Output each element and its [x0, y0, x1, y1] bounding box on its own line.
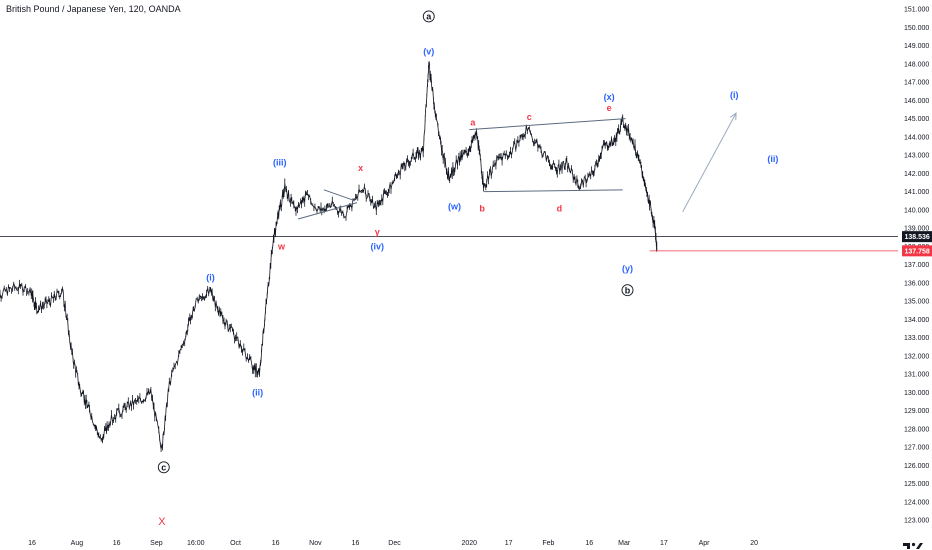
wave-label: (i)	[730, 90, 739, 100]
y-tick-label: 146.000	[904, 98, 929, 105]
x-tick-label: Sep	[150, 540, 163, 547]
wave-label: (v)	[423, 46, 434, 56]
time-axis[interactable]: 16 Aug 16 Sep 16:00 Oct 16 Nov 16 Dec 2020 17 Feb 16 M…	[28, 540, 758, 547]
wave-label: (ii)	[252, 388, 263, 398]
y-tick-label: 147.000	[904, 80, 929, 87]
y-tick-label: 129.000	[904, 408, 929, 415]
y-tick-label: 127.000	[904, 445, 929, 452]
y-tick-label: 139.000	[904, 226, 929, 233]
trendline[interactable]	[323, 189, 356, 202]
y-tick-label: 131.000	[904, 372, 929, 379]
wave-label: e	[607, 103, 612, 113]
price-tag-label: 138.536	[905, 234, 930, 241]
x-tick-label: Feb	[542, 540, 554, 547]
y-tick-label: 128.000	[904, 426, 929, 433]
wave-label: a	[426, 12, 432, 22]
y-tick-label: 144.000	[904, 134, 929, 141]
x-tick-label: Mar	[618, 540, 631, 547]
x-tick-label: Oct	[230, 540, 241, 547]
wave-label: (iv)	[370, 242, 384, 252]
wave-label: c	[527, 112, 532, 122]
y-tick-label: 141.000	[904, 189, 929, 196]
x-tick-label: 16	[28, 540, 36, 547]
wave-label: (ii)	[767, 154, 778, 164]
wave-label: (y)	[622, 264, 633, 274]
y-tick-label: 143.000	[904, 153, 929, 160]
trendline[interactable]	[469, 118, 626, 131]
wave-label: X	[158, 516, 166, 528]
x-tick-label: 16	[352, 540, 360, 547]
x-tick-label: Aug	[71, 540, 84, 547]
y-tick-label: 149.000	[904, 43, 929, 50]
price-tag-label: 137.758	[905, 248, 930, 255]
price-axis[interactable]: 123.000 124.000 125.000 126.000 127.000 128.0…	[904, 7, 929, 525]
y-tick-label: 125.000	[904, 481, 929, 488]
x-tick-label: 20	[750, 540, 758, 547]
wave-label: d	[557, 203, 563, 213]
price-series-layer	[0, 61, 658, 452]
wave-label: (w)	[448, 201, 461, 211]
wave-label: c	[161, 462, 166, 472]
wave-label: b	[625, 285, 631, 295]
y-tick-label: 130.000	[904, 390, 929, 397]
y-tick-label: 150.000	[904, 25, 929, 32]
y-tick-label: 126.000	[904, 463, 929, 470]
price-line	[0, 61, 658, 452]
wave-label: a	[470, 117, 476, 127]
x-tick-label: 16	[272, 540, 280, 547]
price-tags: 138.536 137.758	[902, 231, 932, 257]
x-tick-label: 16	[113, 540, 121, 547]
y-tick-label: 123.000	[904, 518, 929, 525]
wave-circle-icon	[621, 284, 634, 297]
wave-circle-icon	[422, 10, 435, 23]
y-tick-label: 124.000	[904, 499, 929, 506]
y-tick-label: 151.000	[904, 7, 929, 14]
annotation-layer: a (v) (iii) x w y (iv) (i) (ii) c Xa c (x)e (w) b d (y) b…	[157, 10, 778, 528]
y-tick-label: 145.000	[904, 116, 929, 123]
arrowhead-icon	[730, 112, 737, 121]
wave-label: (i)	[206, 273, 215, 283]
trendline[interactable]	[483, 189, 623, 193]
chart-title: British Pound / Japanese Yen, 120, OANDA	[6, 4, 181, 14]
y-tick-label: 142.000	[904, 171, 929, 178]
x-tick-label: 16	[585, 540, 593, 547]
x-tick-label: 16:00	[187, 540, 205, 547]
y-tick-label: 137.000	[904, 262, 929, 269]
tradingview-logo-icon	[903, 542, 923, 549]
x-tick-label: 17	[660, 540, 668, 547]
drawing-layer	[0, 112, 898, 252]
x-tick-label: Dec	[388, 540, 401, 547]
x-tick-label: Nov	[309, 540, 322, 547]
wave-label: (iii)	[273, 158, 287, 168]
price-tag	[902, 245, 932, 257]
y-tick-label: 134.000	[904, 317, 929, 324]
wave-label: y	[375, 227, 380, 237]
wave-label: w	[277, 242, 286, 252]
forecast-arrow[interactable]	[682, 112, 737, 212]
y-tick-label: 135.000	[904, 299, 929, 306]
y-tick-label: 148.000	[904, 61, 929, 68]
trendline[interactable]	[297, 202, 358, 220]
wave-circle-icon	[157, 461, 170, 474]
x-tick-label: 2020	[461, 540, 477, 547]
y-tick-label: 133.000	[904, 335, 929, 342]
wave-label: b	[479, 203, 485, 213]
y-tick-label: 132.000	[904, 353, 929, 360]
x-tick-label: Apr	[699, 540, 711, 547]
price-tag	[902, 231, 932, 243]
wave-label: (x)	[604, 92, 615, 102]
x-tick-label: 17	[505, 540, 513, 547]
y-tick-label: 136.000	[904, 280, 929, 287]
wave-label: x	[358, 163, 363, 173]
y-tick-label: 140.000	[904, 207, 929, 214]
